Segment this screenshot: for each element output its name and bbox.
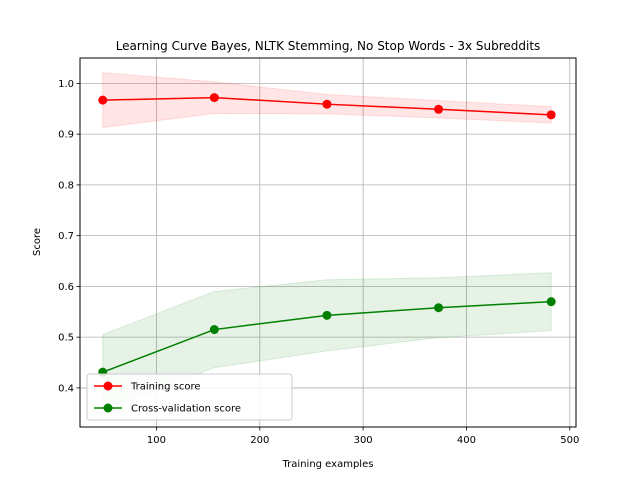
grid-lines bbox=[80, 58, 576, 427]
x-tick-label: 500 bbox=[560, 435, 579, 446]
series-1-point bbox=[209, 325, 219, 335]
series-1-point bbox=[322, 310, 332, 320]
series-0-point bbox=[322, 99, 332, 109]
y-tick-label: 0.5 bbox=[58, 333, 74, 344]
legend: Training score Cross-validation score bbox=[86, 373, 293, 421]
legend-label: Training score bbox=[130, 382, 201, 393]
legend-label: Cross-validation score bbox=[131, 404, 241, 415]
series-1-point bbox=[434, 303, 444, 313]
y-axis-label: Score bbox=[32, 228, 43, 256]
y-tick-label: 0.9 bbox=[58, 130, 74, 141]
series-0-point bbox=[98, 95, 108, 105]
x-tick-label: 400 bbox=[457, 435, 476, 446]
legend-box bbox=[86, 373, 293, 421]
x-tick-label: 300 bbox=[354, 435, 373, 446]
legend-marker bbox=[103, 403, 113, 413]
y-tick-label: 0.7 bbox=[58, 231, 74, 242]
x-tick-label: 100 bbox=[147, 435, 166, 446]
y-tick-label: 0.6 bbox=[58, 282, 74, 293]
series-0-point bbox=[546, 110, 556, 120]
x-axis-label: Training examples bbox=[282, 459, 374, 470]
chart-title: Learning Curve Bayes, NLTK Stemming, No … bbox=[116, 39, 541, 53]
series-0-point bbox=[209, 93, 219, 103]
y-tick-label: 0.4 bbox=[58, 383, 74, 394]
series-0-point bbox=[434, 104, 444, 114]
y-tick-label: 1.0 bbox=[58, 79, 74, 90]
y-tick-label: 0.8 bbox=[58, 180, 74, 191]
x-tick-label: 200 bbox=[250, 435, 269, 446]
legend-marker bbox=[103, 381, 113, 391]
axis-ticks: 100 200 300 400 500 0.4 0.5 0.6 0.7 0.8 0.9 1.0 bbox=[58, 79, 579, 446]
plot-frame bbox=[79, 57, 577, 428]
series-1-point bbox=[546, 297, 556, 307]
